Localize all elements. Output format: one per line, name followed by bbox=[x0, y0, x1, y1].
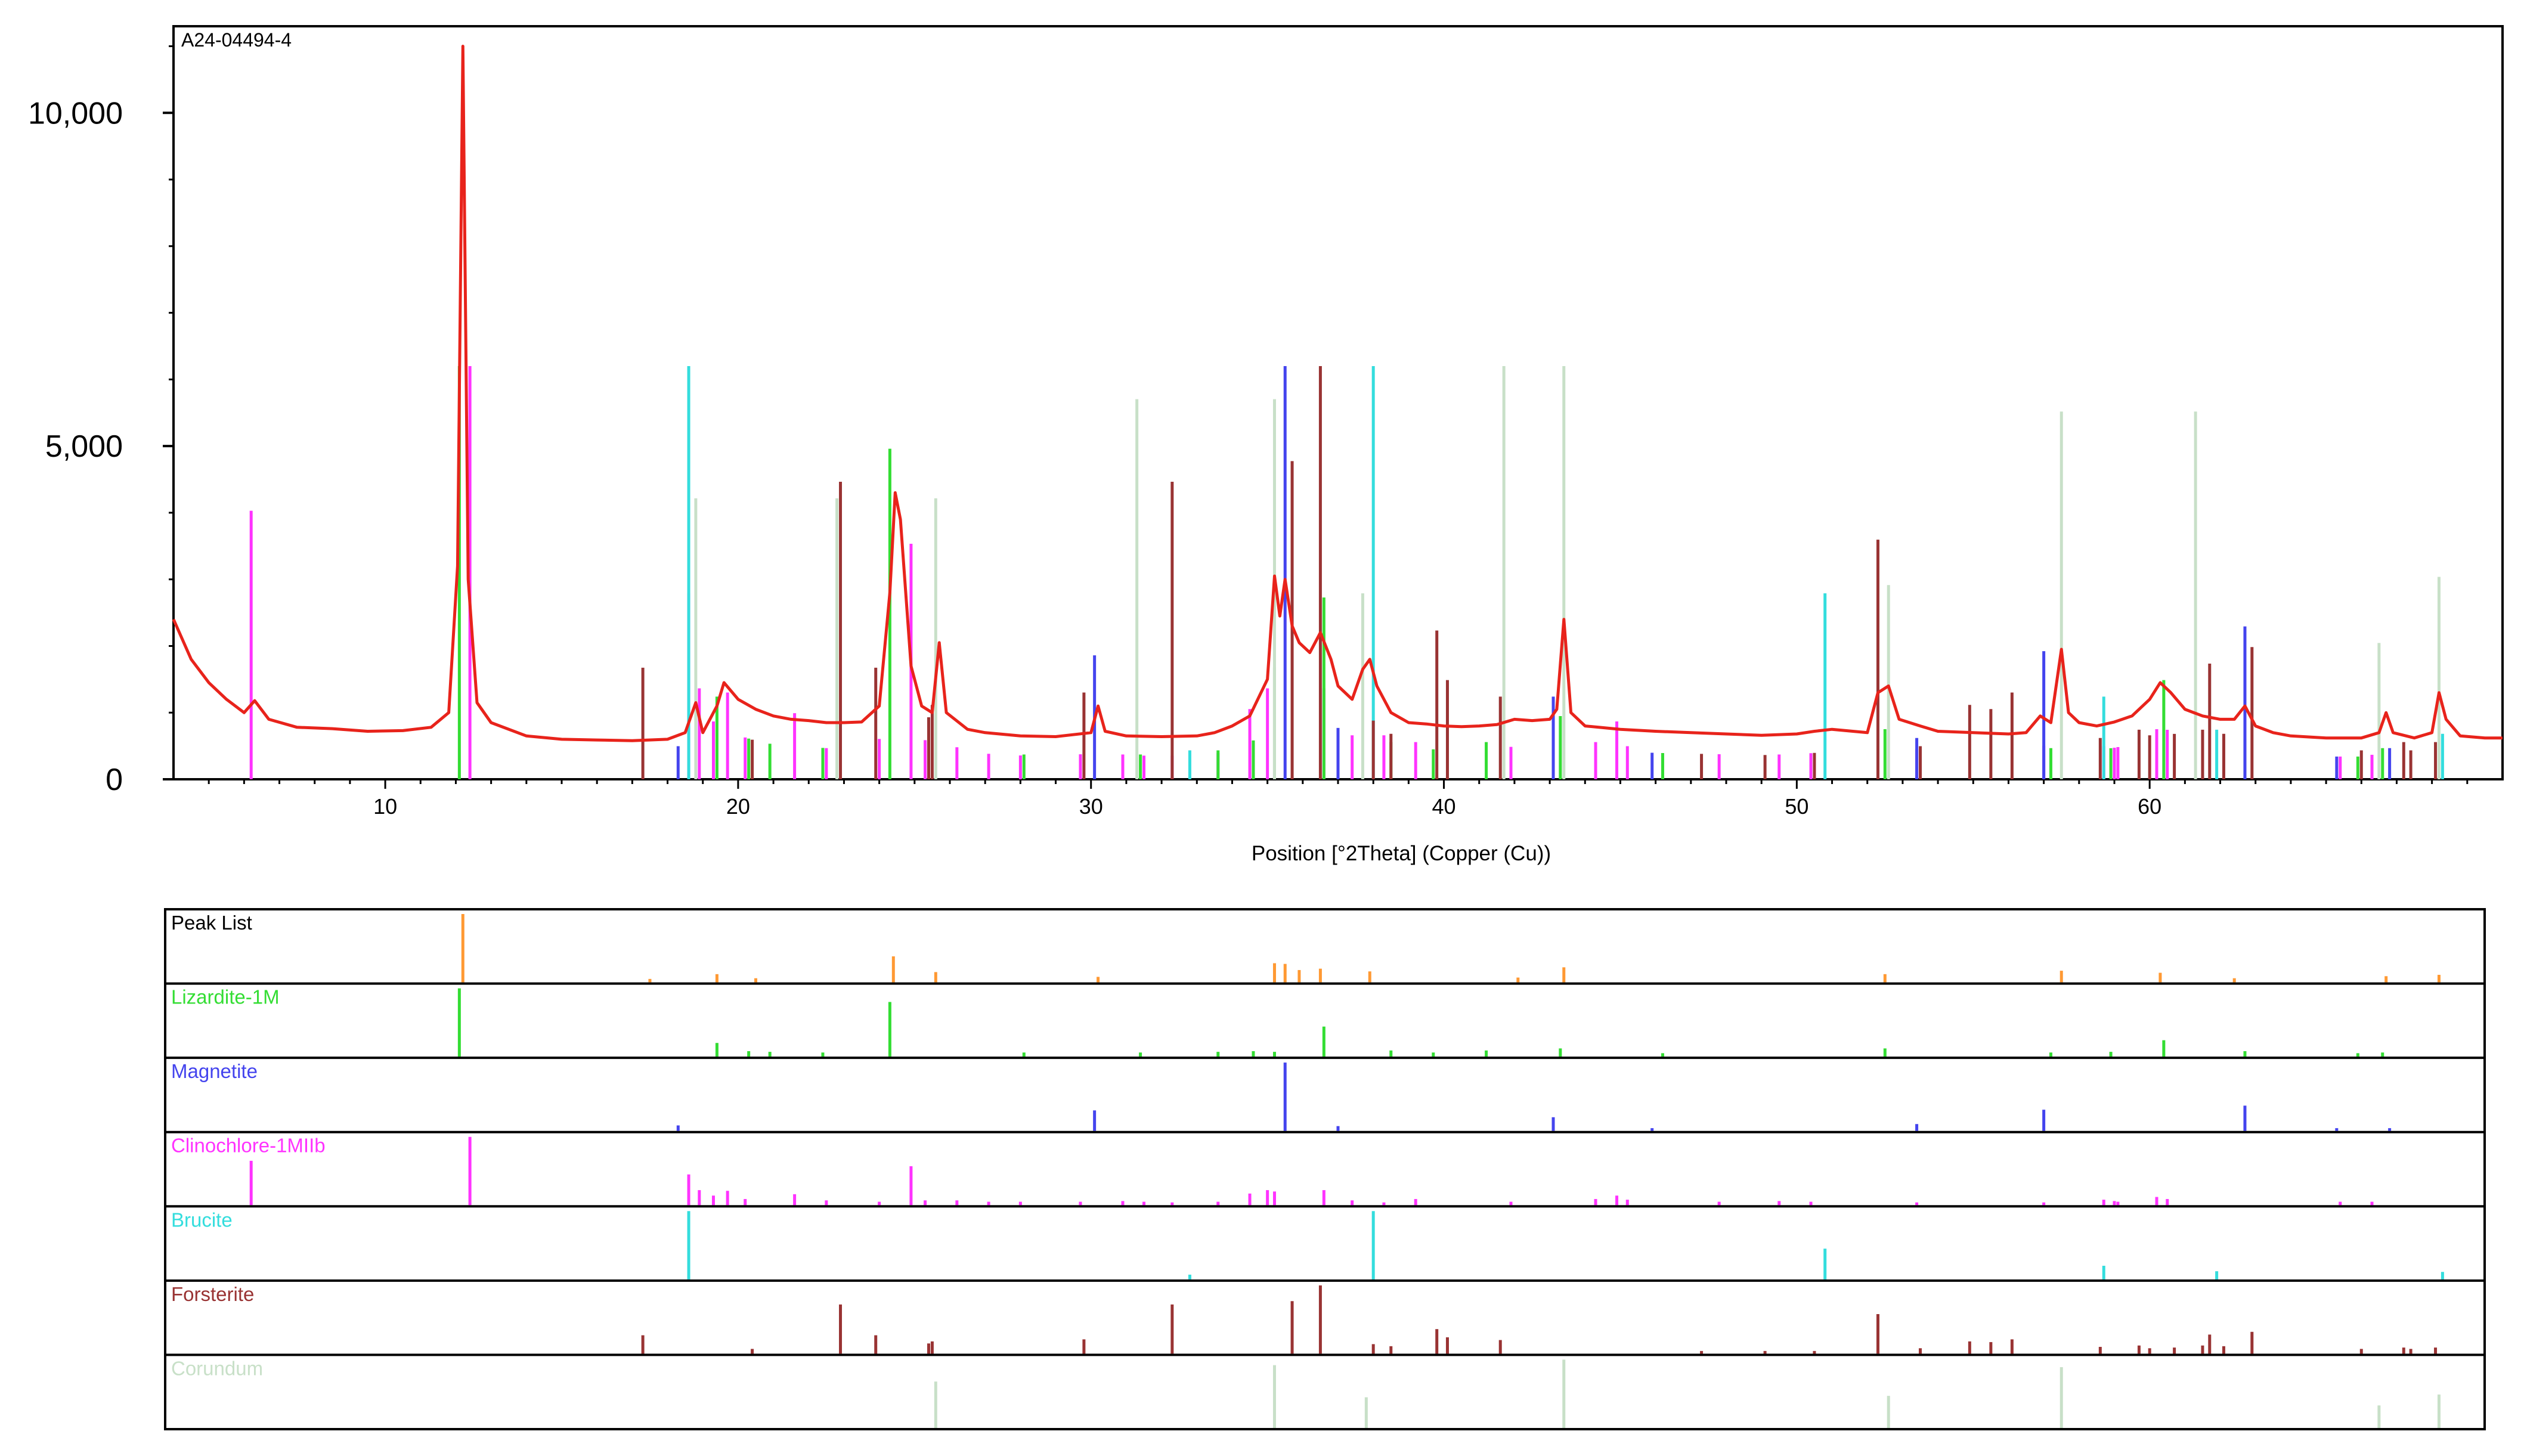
y-tick-label: 10,000 bbox=[28, 96, 123, 131]
x-tick-label: 40 bbox=[1432, 794, 1456, 819]
panel-label: Brucite bbox=[171, 1209, 233, 1231]
main-plot: A24-04494-4 0 5,000 10,000 10 20 30 40 50 60 Po… bbox=[28, 25, 2504, 865]
y-tick-label: 5,000 bbox=[45, 429, 123, 464]
y-axis: 0 5,000 10,000 bbox=[28, 45, 174, 797]
x-tick-label: 20 bbox=[726, 794, 750, 819]
panel-label: Peak List bbox=[171, 912, 252, 934]
diffractogram-line bbox=[172, 45, 2503, 742]
panel-label: Forsterite bbox=[171, 1283, 254, 1305]
x-axis: 10 20 30 40 50 60 bbox=[208, 779, 2469, 819]
panel-label: Lizardite-1M bbox=[171, 986, 280, 1008]
panel-label: Clinochlore-1MIIb bbox=[171, 1135, 326, 1157]
main-plot-frame bbox=[172, 25, 2504, 780]
sample-label: A24-04494-4 bbox=[181, 29, 292, 51]
main-curve-group bbox=[172, 45, 2503, 742]
panel-label: Magnetite bbox=[171, 1060, 258, 1082]
panel-label: Corundum bbox=[171, 1357, 263, 1379]
main-reference-sticks bbox=[249, 366, 2444, 779]
x-tick-label: 30 bbox=[1079, 794, 1103, 819]
x-tick-label: 10 bbox=[373, 794, 397, 819]
x-tick-label: 60 bbox=[2138, 794, 2161, 819]
y-tick-label: 0 bbox=[106, 763, 123, 797]
x-axis-label: Position [°2Theta] (Copper (Cu)) bbox=[1252, 842, 1551, 865]
reference-panels: Peak List Lizardite-1M Magnetite Clinochlor… bbox=[164, 908, 2486, 1430]
panels-frame bbox=[164, 908, 2486, 1430]
panel-rows: Peak List Lizardite-1M Magnetite Clinochlor… bbox=[165, 912, 2485, 1428]
x-tick-label: 50 bbox=[1785, 794, 1808, 819]
